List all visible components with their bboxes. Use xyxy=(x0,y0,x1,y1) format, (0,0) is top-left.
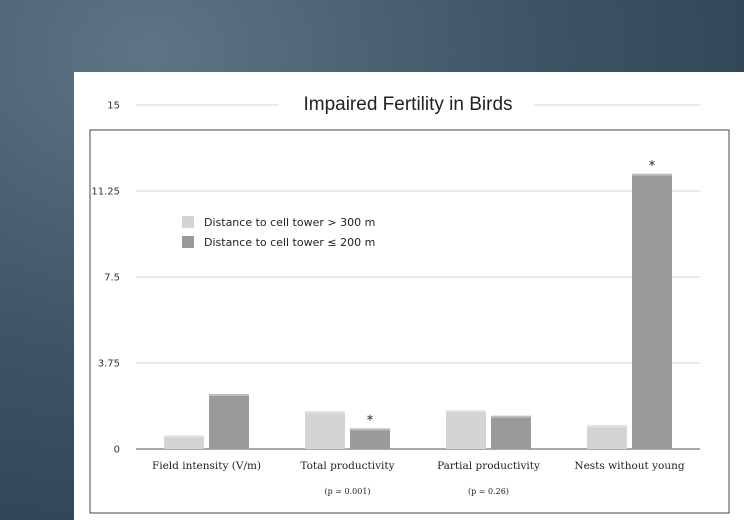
x-category-label: Nests without young xyxy=(574,460,684,472)
y-tick-label: 15 xyxy=(107,101,120,112)
bar xyxy=(587,424,627,449)
plot-frame xyxy=(89,129,730,514)
slide-card: 0 3.75 7.5 11.25 15 Field intensity (V/m) * To… xyxy=(74,72,744,520)
legend-label: Distance to cell tower ≤ 200 m xyxy=(204,236,375,249)
x-category-label: Field intensity (V/m) xyxy=(152,460,261,472)
significance-marker: * xyxy=(367,413,374,428)
chart-title: Impaired Fertility in Birds xyxy=(303,94,512,115)
legend-swatch xyxy=(182,236,194,248)
bar xyxy=(632,173,672,450)
bar-chart: 0 3.75 7.5 11.25 15 Field intensity (V/m) * To… xyxy=(89,90,730,514)
p-value-note: (p = 0.001) xyxy=(324,487,370,496)
y-tick-label: 11.25 xyxy=(91,187,120,198)
bar-highlight xyxy=(491,415,531,418)
legend-swatch xyxy=(182,216,194,228)
title-backdrop xyxy=(279,90,534,118)
y-tick-label: 7.5 xyxy=(104,273,120,284)
x-category-label: Total productivity xyxy=(300,460,394,472)
bar-highlight xyxy=(164,435,204,438)
bar xyxy=(491,415,531,449)
bar-highlight xyxy=(632,173,672,176)
bar-highlight xyxy=(446,410,486,413)
bar xyxy=(164,435,204,449)
bar-highlight xyxy=(350,428,390,431)
legend-label: Distance to cell tower > 300 m xyxy=(204,216,375,229)
bar xyxy=(209,393,249,449)
bar xyxy=(350,428,390,449)
bar-highlight xyxy=(587,424,627,427)
y-tick-label: 3.75 xyxy=(98,359,120,370)
bar xyxy=(446,410,486,449)
bar-highlight xyxy=(305,411,345,414)
significance-marker: * xyxy=(649,159,656,174)
bar-highlight xyxy=(209,393,249,396)
p-value-note: (p = 0.26) xyxy=(468,487,509,496)
x-category-label: Partial productivity xyxy=(437,460,540,472)
bar xyxy=(305,411,345,449)
y-tick-label: 0 xyxy=(114,445,120,456)
